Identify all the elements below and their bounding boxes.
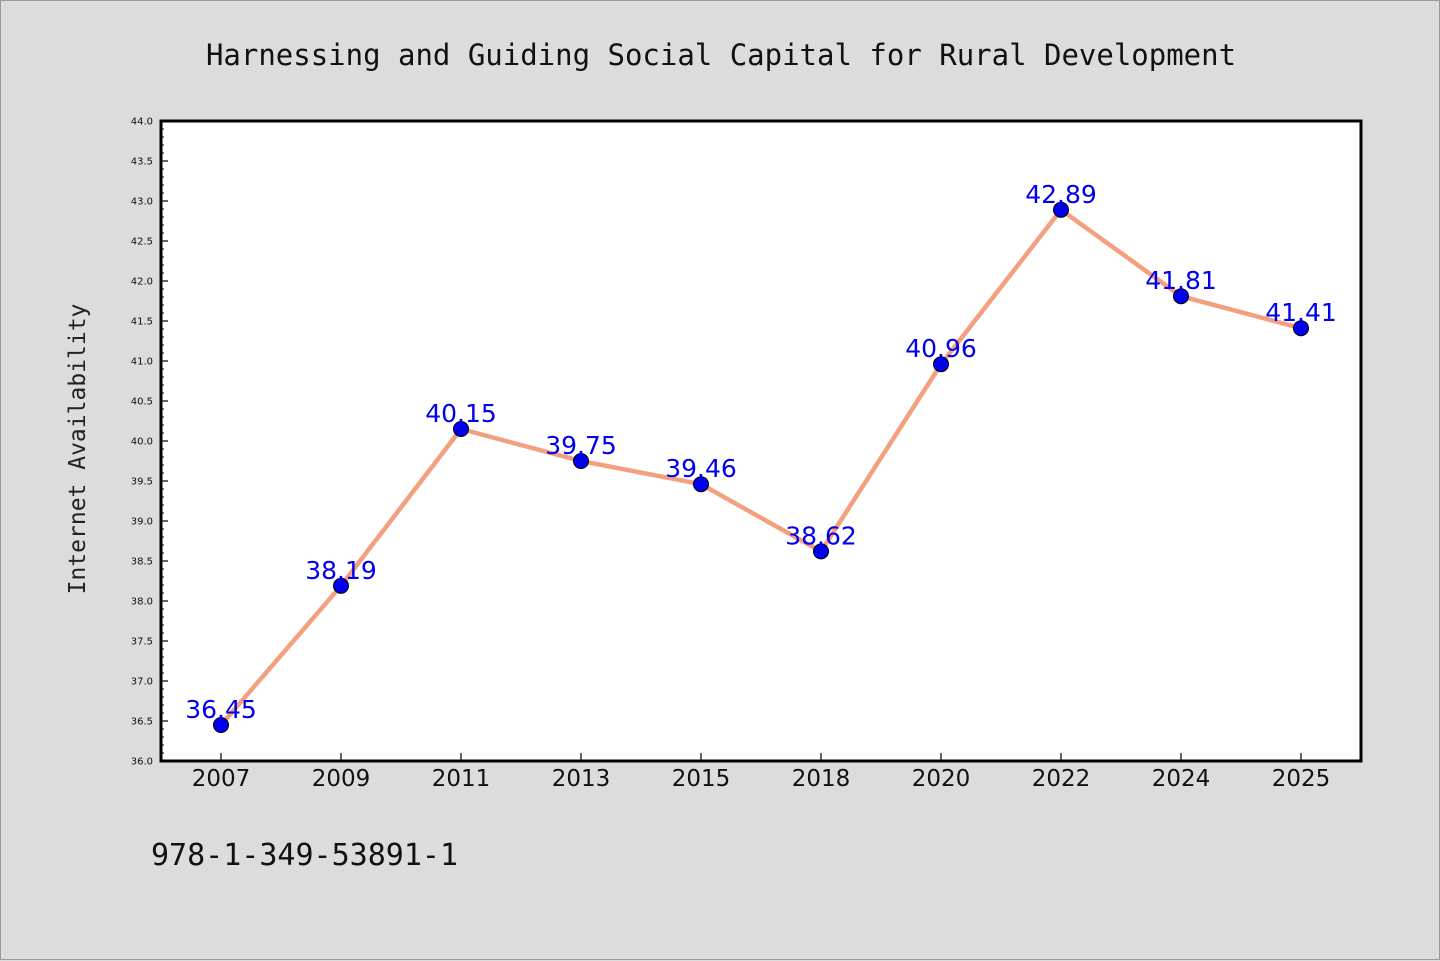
y-tick-label: 40.5 — [131, 397, 153, 408]
y-tick-label: 42.0 — [131, 277, 153, 288]
data-point — [813, 543, 829, 560]
y-tick-label: 39.0 — [131, 517, 153, 528]
plot-area — [161, 121, 1361, 761]
x-tick-label: 2024 — [1152, 766, 1211, 792]
data-labels: 36.45 38.19 40.15 39.75 39.46 38.62 40.96 42.89… — [185, 180, 1337, 724]
x-tick-label: 2011 — [432, 766, 491, 792]
data-markers — [213, 201, 1309, 733]
y-tick-label: 43.5 — [131, 157, 153, 168]
y-tick-label: 42.5 — [131, 237, 153, 248]
y-tick-label: 37.0 — [131, 677, 153, 688]
data-label: 38.62 — [785, 521, 857, 550]
data-label: 42.89 — [1025, 180, 1097, 209]
x-tick-label: 2025 — [1272, 766, 1331, 792]
x-tick-label: 2022 — [1032, 766, 1091, 792]
y-axis-label: Internet Availability — [65, 304, 91, 595]
data-point — [1053, 201, 1069, 218]
x-tick-label: 2013 — [552, 766, 611, 792]
isbn-text: 978-1-349-53891-1 — [151, 838, 458, 873]
data-point — [1293, 320, 1309, 337]
data-label: 40.96 — [905, 334, 977, 363]
x-tick-labels: 2007 2009 2011 2013 2015 2018 2020 2022 2024 2025 — [192, 766, 1331, 792]
data-point — [453, 421, 469, 437]
y-tick-label: 39.5 — [131, 477, 153, 488]
data-point — [693, 476, 709, 493]
y-tick-label: 44.0 — [131, 117, 153, 128]
data-label: 39.75 — [545, 431, 617, 460]
data-point — [933, 356, 949, 373]
y-tick-label: 36.5 — [131, 717, 153, 728]
x-tick-label: 2009 — [312, 766, 371, 792]
y-tick-label: 43.0 — [131, 197, 153, 208]
chart-title: Harnessing and Guiding Social Capital fo… — [206, 38, 1236, 72]
data-label: 40.15 — [425, 399, 497, 428]
y-tick-labels: 36.0 36.5 37.0 37.5 38.0 38.5 39.0 39.5 40.0 40.5… — [131, 117, 153, 768]
y-tick-label: 41.5 — [131, 317, 153, 328]
y-tick-label: 41.0 — [131, 357, 153, 368]
data-point — [573, 453, 589, 469]
y-tick-label: 37.5 — [131, 637, 153, 648]
series-line — [218, 207, 1304, 728]
data-label: 36.45 — [185, 695, 257, 724]
y-tick-label: 38.5 — [131, 557, 153, 568]
data-label: 41.81 — [1145, 266, 1217, 295]
y-tick-label: 36.0 — [131, 757, 153, 768]
x-tick-label: 2007 — [192, 766, 251, 792]
y-tick-label: 40.0 — [131, 437, 153, 448]
x-tick-label: 2018 — [792, 766, 851, 792]
plot-frame — [159, 119, 1363, 763]
data-label: 41.41 — [1265, 298, 1337, 327]
data-point — [333, 577, 349, 594]
data-label: 38.19 — [305, 556, 377, 585]
y-tick-label: 38.0 — [131, 597, 153, 608]
x-tick-label: 2015 — [672, 766, 731, 792]
data-label: 39.46 — [665, 454, 737, 483]
data-point — [213, 717, 229, 733]
data-point — [1173, 288, 1189, 305]
x-tick-label: 2020 — [912, 766, 971, 792]
